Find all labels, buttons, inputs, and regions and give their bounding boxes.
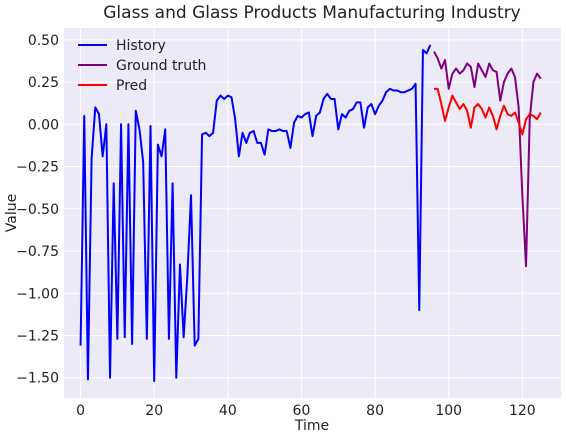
x-axis-label: Time xyxy=(294,418,329,434)
x-tick-label: 20 xyxy=(145,403,163,419)
y-tick-label: −0.75 xyxy=(16,244,59,260)
x-tick-label: 80 xyxy=(366,403,384,419)
x-tick-label: 120 xyxy=(509,403,536,419)
y-tick-label: −1.50 xyxy=(16,371,59,387)
y-tick-label: 0.50 xyxy=(28,33,59,49)
y-tick-label: −0.50 xyxy=(16,202,59,218)
legend-label-ground-truth: Ground truth xyxy=(116,58,206,74)
legend-label-pred: Pred xyxy=(116,78,147,94)
legend-label-history: History xyxy=(116,38,166,54)
series-lines xyxy=(79,44,542,383)
legend: History Ground truth Pred xyxy=(78,38,206,94)
y-tick-label: 0.25 xyxy=(28,75,59,91)
x-tick-label: 40 xyxy=(219,403,237,419)
x-axis-ticks: 0 20 40 60 80 100 120 xyxy=(76,403,536,419)
x-tick-label: 60 xyxy=(293,403,311,419)
series-line-pred xyxy=(433,87,542,136)
x-tick-label: 0 xyxy=(76,403,85,419)
x-tick-label: 100 xyxy=(435,403,462,419)
y-axis-label: Value xyxy=(4,194,20,232)
y-tick-label: −1.25 xyxy=(16,328,59,344)
chart-title: Glass and Glass Products Manufacturing I… xyxy=(103,3,521,23)
y-axis-ticks: −1.50 −1.25 −1.00 −0.75 −0.50 −0.25 0.00 0.25 0.… xyxy=(16,33,59,387)
y-tick-label: 0.00 xyxy=(28,117,59,133)
y-tick-label: −1.00 xyxy=(16,286,59,302)
series-line-ground-truth xyxy=(433,51,542,268)
y-tick-label: −0.25 xyxy=(16,160,59,176)
series-line-history xyxy=(79,44,432,383)
